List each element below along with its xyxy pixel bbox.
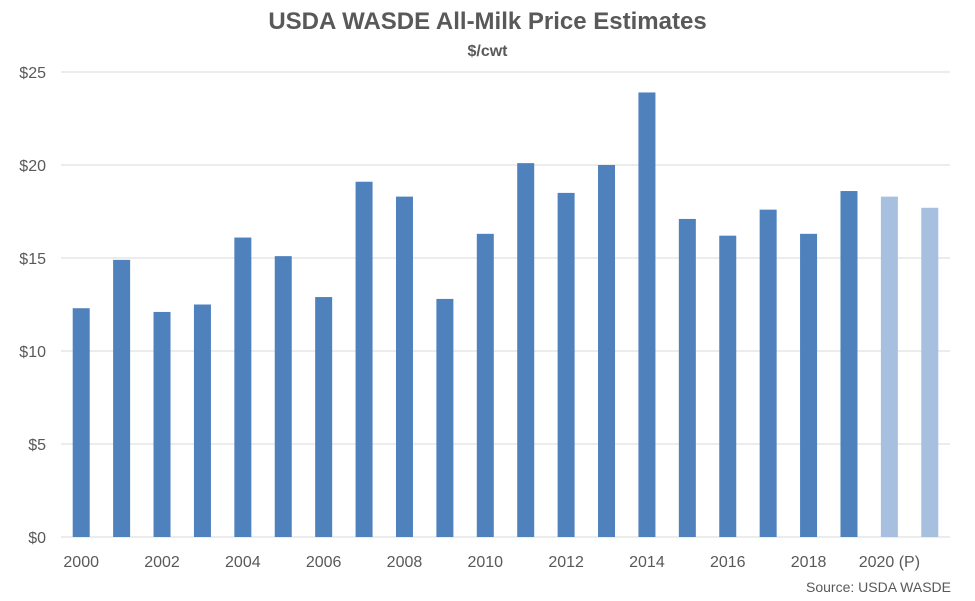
bar-2009 <box>436 298 454 537</box>
bar-2012 <box>557 192 575 537</box>
bar-2015 <box>678 218 696 537</box>
x-tick-label: 2020 (P) <box>859 554 920 571</box>
bar-2005 <box>274 256 292 537</box>
bar-2001 <box>113 259 131 537</box>
bar-2007 <box>355 181 373 538</box>
y-tick-label: $5 <box>28 437 46 454</box>
x-tick-label: 2002 <box>144 554 180 571</box>
bar-2000 <box>72 308 90 537</box>
bar-2020 <box>880 196 898 537</box>
bar-2008 <box>395 196 413 537</box>
bar-2018 <box>800 233 818 537</box>
bar-2010 <box>476 233 494 537</box>
bar-2014 <box>638 92 656 538</box>
x-tick-label: 2018 <box>791 554 827 571</box>
x-tick-label: 2016 <box>710 554 746 571</box>
bar-2006 <box>315 297 333 537</box>
x-tick-label: 2000 <box>63 554 99 571</box>
x-tick-label: 2008 <box>387 554 423 571</box>
y-tick-label: $20 <box>19 158 46 175</box>
chart-title: USDA WASDE All-Milk Price Estimates <box>268 8 707 35</box>
bar-2021 <box>921 207 939 537</box>
bar-2013 <box>598 165 616 537</box>
chart-subtitle: $/cwt <box>467 43 508 60</box>
bar-2019 <box>840 191 858 538</box>
y-tick-label: $25 <box>19 65 46 82</box>
bar-2016 <box>719 235 737 537</box>
bar-2011 <box>517 163 535 537</box>
y-tick-label: $10 <box>19 344 46 361</box>
source-note: Source: USDA WASDE <box>806 579 951 595</box>
y-tick-label: $15 <box>19 251 46 268</box>
x-tick-label: 2012 <box>548 554 584 571</box>
x-tick-label: 2010 <box>467 554 503 571</box>
bar-2002 <box>153 311 171 537</box>
bar-2004 <box>234 237 252 538</box>
bar-2017 <box>759 209 777 537</box>
bar-2003 <box>193 304 211 537</box>
y-tick-label: $0 <box>28 530 46 547</box>
x-tick-label: 2004 <box>225 554 261 571</box>
x-tick-label: 2006 <box>306 554 342 571</box>
x-tick-label: 2014 <box>629 554 665 571</box>
